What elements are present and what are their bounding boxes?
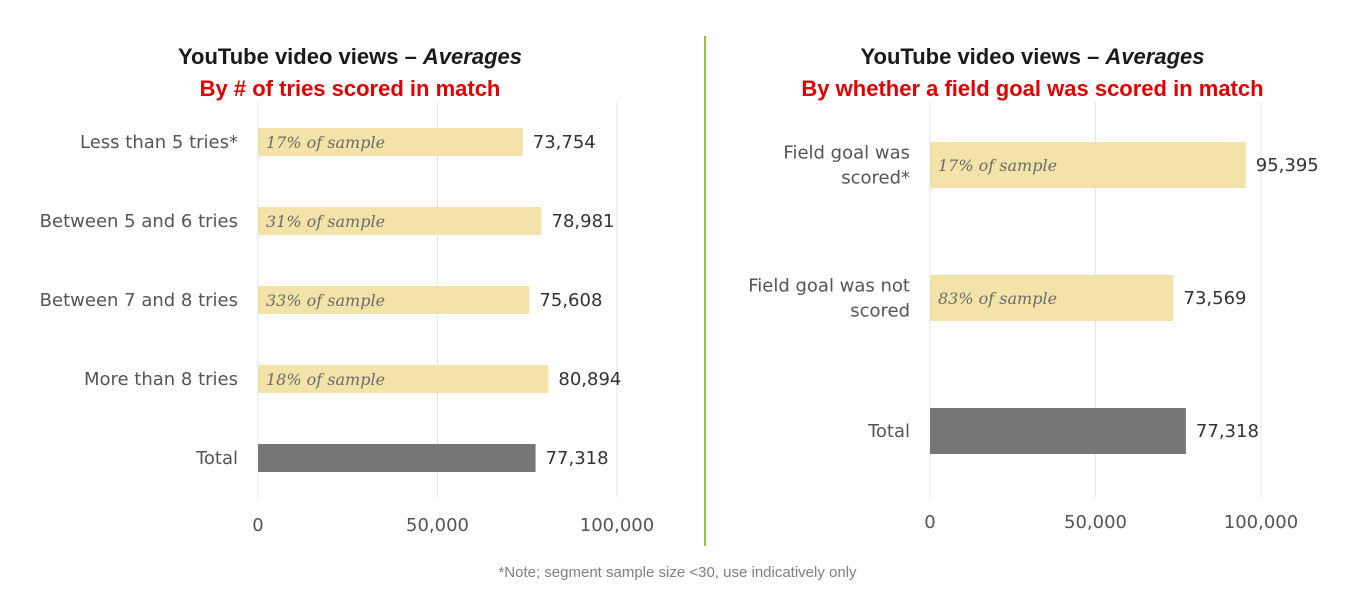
data-label: 73,569 <box>1184 288 1247 309</box>
x-tick-label: 50,000 <box>1064 512 1127 533</box>
category-label: Less than 5 tries* <box>80 132 238 153</box>
bar-chart-tries: 0 50,000 100,000 73,754 17% of sample Less th… <box>40 102 654 536</box>
sample-share-label: 33% of sample <box>266 291 385 310</box>
sample-share-label: 17% of sample <box>266 133 385 152</box>
category-label: Between 5 and 6 tries <box>40 211 238 232</box>
x-tick-label: 0 <box>924 512 935 533</box>
category-label: Between 7 and 8 tries <box>40 290 238 311</box>
category-label: More than 8 tries <box>84 369 238 390</box>
bar <box>930 275 1174 321</box>
total-bar <box>258 444 536 472</box>
category-label: scored <box>850 301 910 322</box>
sample-share-label: 18% of sample <box>266 370 385 389</box>
bar <box>930 142 1246 188</box>
sample-share-label: 83% of sample <box>938 289 1057 308</box>
chart-tries: YouTube video views – Averages By # of t… <box>0 0 700 560</box>
category-label: Field goal was not <box>748 276 910 297</box>
category-label: Total <box>195 448 238 469</box>
x-tick-label: 100,000 <box>1224 512 1298 533</box>
data-label: 73,754 <box>533 132 596 153</box>
chart-field-goal: YouTube video views – Averages By whethe… <box>710 0 1355 560</box>
bar <box>258 128 523 156</box>
category-label: Field goal was <box>783 143 910 164</box>
category-label: scored* <box>841 168 910 189</box>
bar <box>258 207 542 235</box>
chart-title: YouTube video views – Averages <box>860 44 1205 69</box>
footnote: *Note; segment sample size <30, use indi… <box>498 564 857 581</box>
bar <box>258 365 549 393</box>
sample-share-label: 31% of sample <box>266 212 385 231</box>
category-label: Total <box>867 421 910 442</box>
data-label: 75,608 <box>539 290 602 311</box>
bar-chart-field-goal: 0 50,000 100,000 95,395 17% of sample Field g… <box>748 102 1319 533</box>
x-tick-label: 50,000 <box>406 515 469 536</box>
chart-divider <box>704 36 706 546</box>
data-label: 77,318 <box>546 448 609 469</box>
bar <box>258 286 530 314</box>
data-label: 78,981 <box>552 211 615 232</box>
chart-title: YouTube video views – Averages <box>178 44 522 69</box>
chart-subtitle: By whether a field goal was scored in ma… <box>801 76 1264 101</box>
total-bar <box>930 408 1186 454</box>
data-label: 77,318 <box>1196 421 1259 442</box>
sample-share-label: 17% of sample <box>938 156 1057 175</box>
chart-subtitle: By # of tries scored in match <box>199 76 501 101</box>
x-tick-label: 100,000 <box>580 515 654 536</box>
data-label: 95,395 <box>1256 155 1319 176</box>
data-label: 80,894 <box>558 369 621 390</box>
x-tick-label: 0 <box>252 515 263 536</box>
